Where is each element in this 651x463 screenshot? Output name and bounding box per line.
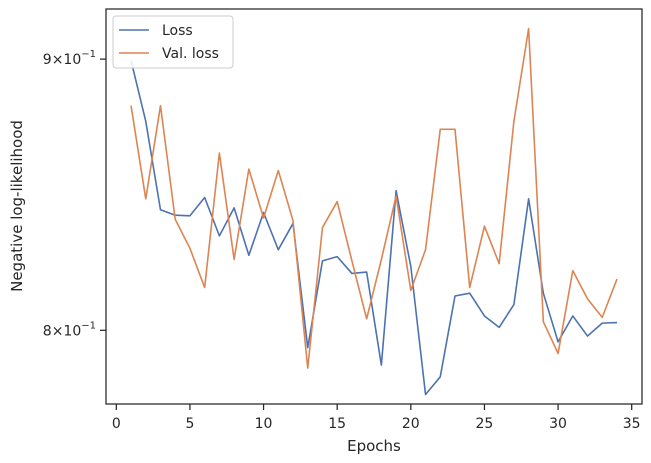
x-axis: 0 5 10 15 20 25 30 35: [112, 404, 641, 432]
x-tick-label: 20: [402, 416, 420, 432]
x-tick-label: 15: [328, 416, 346, 432]
x-axis-label: Epochs: [347, 437, 401, 455]
x-tick-label: 5: [185, 416, 194, 432]
y-tick-label: 8×10−1: [43, 320, 96, 339]
plot-area: [105, 8, 643, 405]
x-tick-label: 10: [255, 416, 273, 432]
legend: Loss Val. loss: [112, 15, 234, 69]
series-lines: [130, 27, 618, 396]
x-tick-label: 0: [112, 416, 121, 432]
x-tick-label: 30: [549, 416, 567, 432]
series-line-val-loss: [130, 27, 618, 369]
legend-label: Val. loss: [162, 46, 219, 62]
x-tick-label: 25: [476, 416, 494, 432]
x-tick-label: 35: [623, 416, 641, 432]
y-axis: 8×10−1 9×10−1: [43, 49, 106, 339]
legend-label: Loss: [162, 23, 193, 39]
y-tick-label: 9×10−1: [43, 49, 96, 68]
y-axis-label: Negative log-likelihood: [8, 120, 26, 292]
legend-box: [112, 15, 234, 69]
